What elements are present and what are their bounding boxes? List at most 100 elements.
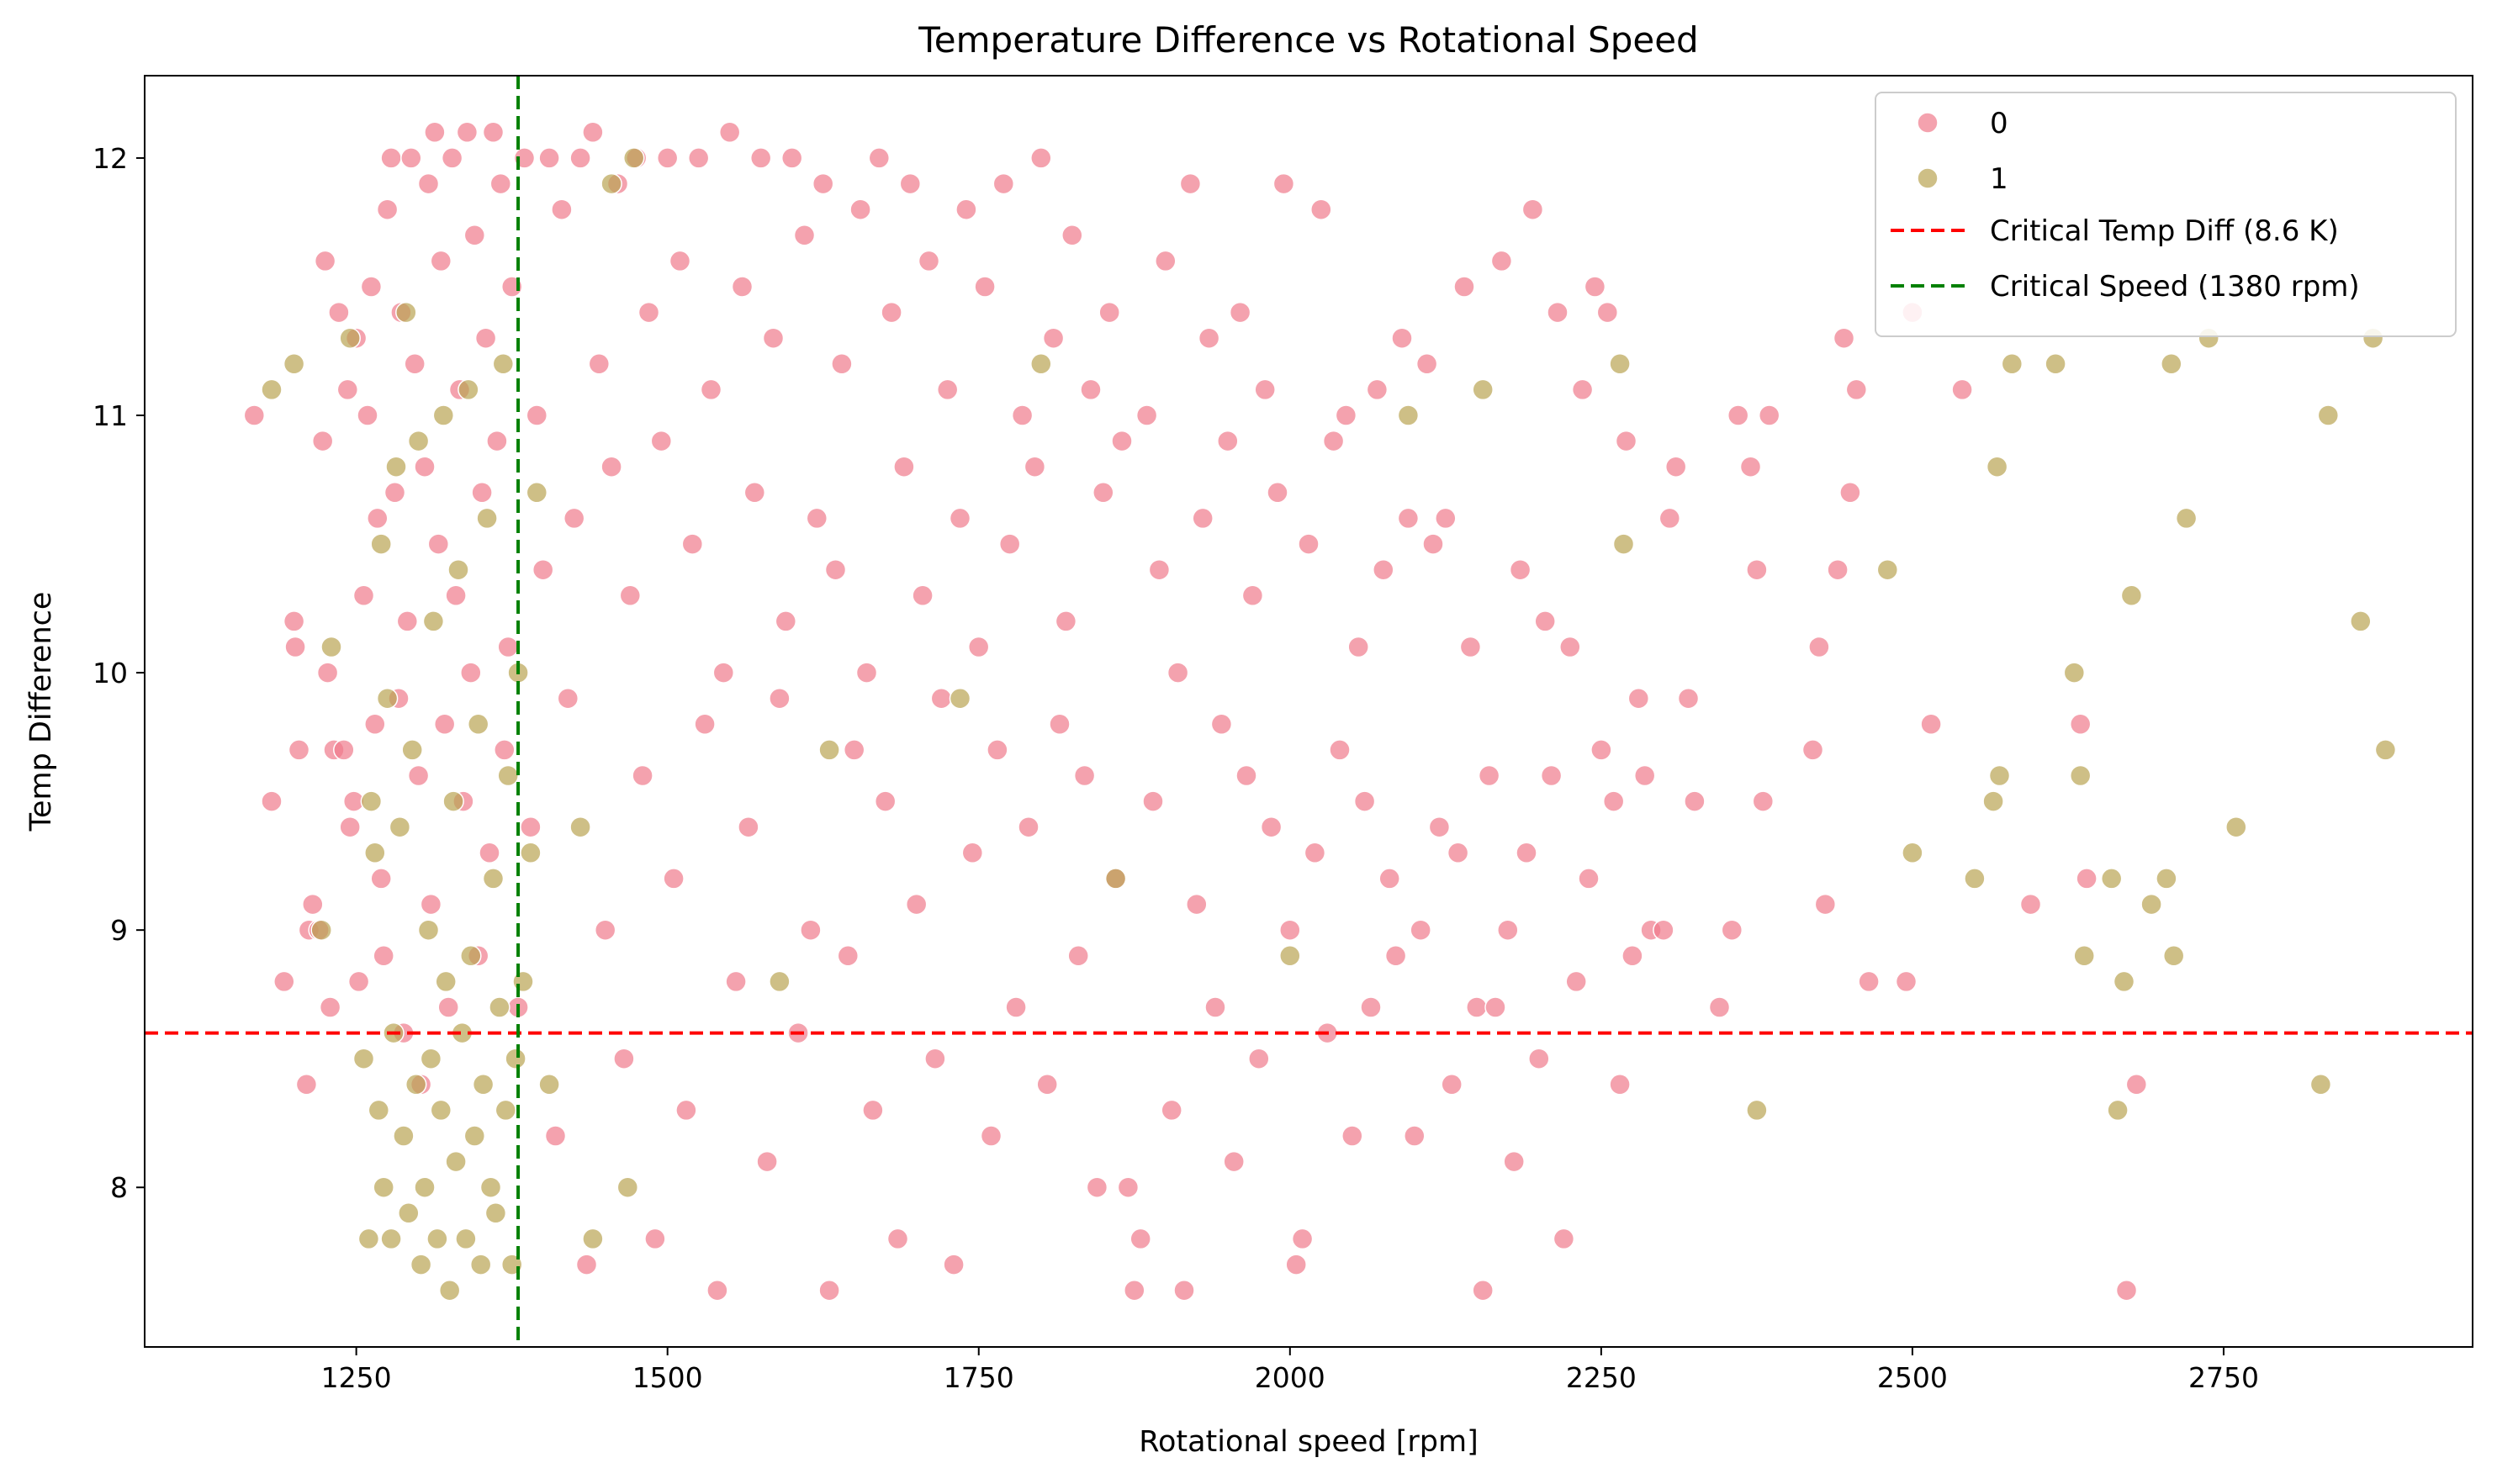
- data-point-series-0: [1272, 172, 1295, 195]
- data-point-series-0: [1466, 996, 1488, 1018]
- data-point-series-0: [769, 687, 791, 710]
- data-point-series-0: [1410, 919, 1431, 941]
- data-point-series-1: [373, 1176, 394, 1198]
- data-point-series-0: [1155, 250, 1177, 272]
- data-point-series-0: [967, 636, 990, 658]
- data-point-series-0: [1042, 327, 1065, 349]
- data-point-series-1: [447, 558, 469, 581]
- data-point-series-0: [1845, 378, 1868, 401]
- data-point-series-0: [1596, 301, 1619, 324]
- data-point-series-0: [380, 147, 402, 169]
- data-point-series-1: [1986, 456, 2008, 478]
- data-point-series-0: [1341, 1125, 1363, 1147]
- data-point-series-1: [261, 378, 283, 401]
- data-point-series-0: [1404, 1125, 1426, 1147]
- data-point-series-0: [1167, 662, 1189, 684]
- data-point-series-1: [1964, 868, 1986, 890]
- data-point-series-0: [594, 919, 616, 941]
- data-point-series-1: [2113, 970, 2135, 993]
- data-point-series-0: [1360, 996, 1382, 1018]
- data-point-series-0: [1241, 584, 1264, 607]
- data-point-series-0: [486, 430, 508, 452]
- data-point-series-0: [1173, 1279, 1195, 1302]
- data-point-series-0: [1746, 558, 1768, 581]
- data-point-series-0: [1895, 970, 1918, 993]
- data-point-series-0: [414, 456, 436, 478]
- data-point-series-1: [398, 1202, 420, 1224]
- data-point-series-1: [2063, 662, 2086, 684]
- data-point-series-1: [2225, 816, 2247, 838]
- data-point-series-0: [1801, 739, 1824, 761]
- data-point-series-0: [725, 970, 747, 993]
- plot-points: [243, 121, 2397, 1302]
- data-point-series-0: [1161, 1099, 1182, 1122]
- data-point-series-1: [368, 1099, 390, 1122]
- data-point-series-1: [616, 1176, 639, 1198]
- data-point-series-0: [1653, 919, 1674, 941]
- data-point-series-0: [261, 790, 283, 812]
- data-point-series-0: [1739, 456, 1762, 478]
- data-point-series-0: [314, 250, 336, 272]
- data-point-series-0: [912, 584, 934, 607]
- data-point-series-0: [311, 430, 334, 452]
- data-point-series-1: [395, 301, 417, 324]
- data-point-series-1: [463, 1125, 486, 1147]
- data-point-series-0: [1049, 713, 1071, 736]
- data-point-series-0: [575, 1254, 598, 1275]
- data-point-series-1: [2073, 945, 2095, 967]
- data-point-series-0: [1540, 764, 1563, 787]
- data-point-series-0: [288, 739, 310, 761]
- data-point-series-0: [1658, 507, 1681, 530]
- data-point-series-0: [1509, 558, 1532, 581]
- data-point-series-0: [868, 147, 891, 169]
- data-point-series-0: [494, 739, 516, 761]
- data-point-series-0: [1279, 919, 1301, 941]
- data-point-series-0: [1441, 1074, 1463, 1096]
- data-point-series-0: [404, 353, 426, 375]
- data-point-series-0: [1235, 764, 1257, 787]
- data-point-series-0: [918, 250, 940, 272]
- data-point-series-0: [998, 533, 1021, 555]
- data-point-series-0: [1111, 430, 1133, 452]
- data-point-series-0: [886, 1228, 909, 1250]
- data-point-series-0: [1024, 456, 1046, 478]
- data-point-series-1: [2140, 893, 2162, 916]
- data-point-series-0: [370, 868, 392, 890]
- data-point-series-1: [520, 842, 542, 864]
- data-point-series-0: [1129, 1228, 1151, 1250]
- data-point-series-0: [992, 172, 1015, 195]
- data-point-series-1: [414, 1176, 436, 1198]
- data-point-series-1: [1609, 353, 1631, 375]
- data-point-series-0: [2069, 713, 2092, 736]
- legend-label-2: Critical Temp Diff (8.6 K): [1990, 214, 2339, 248]
- x-tick-label: 2500: [1877, 1361, 1948, 1394]
- data-point-series-0: [407, 764, 430, 787]
- data-point-series-0: [1490, 250, 1513, 272]
- data-point-series-0: [1061, 224, 1083, 246]
- data-point-series-0: [644, 1228, 666, 1250]
- data-point-series-0: [775, 610, 797, 632]
- data-point-series-0: [1814, 893, 1837, 916]
- data-point-series-0: [1322, 430, 1345, 452]
- data-point-series-0: [1590, 739, 1612, 761]
- data-point-series-0: [551, 198, 573, 220]
- data-point-series-0: [482, 121, 505, 144]
- data-point-series-1: [484, 1202, 507, 1224]
- data-point-series-0: [855, 662, 878, 684]
- data-point-series-0: [1135, 404, 1158, 426]
- data-point-series-0: [427, 533, 450, 555]
- data-point-series-1: [769, 970, 791, 993]
- data-point-series-0: [1304, 842, 1326, 864]
- data-point-series-0: [675, 1099, 697, 1122]
- data-point-series-0: [824, 558, 847, 581]
- data-point-series-0: [1080, 378, 1102, 401]
- data-point-series-0: [600, 456, 622, 478]
- data-point-series-1: [435, 970, 457, 993]
- data-point-series-1: [492, 353, 515, 375]
- data-point-series-0: [837, 945, 860, 967]
- data-point-series-1: [364, 842, 386, 864]
- data-point-series-1: [430, 1099, 452, 1122]
- data-point-series-0: [1528, 1048, 1550, 1069]
- data-point-series-0: [1198, 327, 1220, 349]
- legend-label-3: Critical Speed (1380 rpm): [1990, 270, 2360, 304]
